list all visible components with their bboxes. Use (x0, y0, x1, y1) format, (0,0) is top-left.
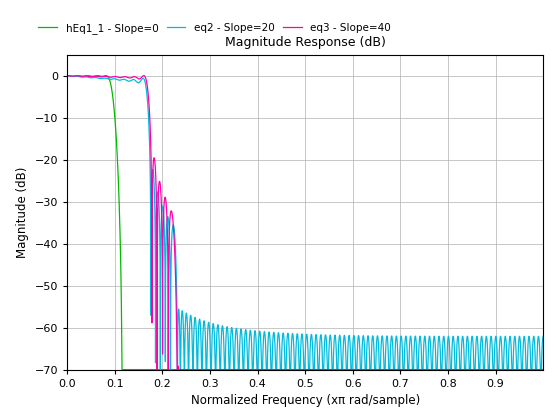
Line: eq2 - Slope=20: eq2 - Slope=20 (67, 76, 543, 370)
hEq1_1 - Slope=0 (207, 367, 213, 372)
X-axis label: Normalized Frequency (xπ rad/sample): Normalized Frequency (xπ rad/sample) (190, 394, 420, 407)
eq2 - Slope=20 (317, 334, 324, 339)
eq3 - Slope=40 (317, 367, 324, 372)
eq3 - Slope=40 (141, 73, 147, 78)
eq3 - Slope=40 (470, 367, 477, 372)
hEq1_1 - Slope=0 (258, 367, 265, 372)
hEq1_1 - Slope=0 (317, 367, 324, 372)
Title: Magnitude Response (dB): Magnitude Response (dB) (225, 36, 386, 49)
eq2 - Slope=20 (408, 334, 414, 339)
eq3 - Slope=40 (408, 367, 414, 372)
hEq1_1 - Slope=0 (85, 73, 91, 78)
Legend: hEq1_1 - Slope=0, eq2 - Slope=20, eq3 - Slope=40: hEq1_1 - Slope=0, eq2 - Slope=20, eq3 - … (34, 19, 395, 38)
eq3 - Slope=40 (540, 367, 547, 372)
eq2 - Slope=20 (207, 339, 213, 344)
eq2 - Slope=20 (157, 367, 164, 372)
eq3 - Slope=40 (258, 367, 265, 372)
eq2 - Slope=20 (64, 73, 71, 78)
eq2 - Slope=20 (540, 334, 547, 339)
Line: eq3 - Slope=40: eq3 - Slope=40 (67, 76, 543, 370)
eq2 - Slope=20 (470, 364, 477, 369)
Y-axis label: Magnitude (dB): Magnitude (dB) (16, 166, 29, 258)
Line: hEq1_1 - Slope=0: hEq1_1 - Slope=0 (67, 76, 543, 370)
hEq1_1 - Slope=0 (540, 367, 547, 372)
hEq1_1 - Slope=0 (470, 367, 477, 372)
eq3 - Slope=40 (64, 73, 71, 78)
eq2 - Slope=20 (258, 357, 265, 362)
eq3 - Slope=40 (154, 367, 161, 372)
eq3 - Slope=40 (262, 367, 269, 372)
eq3 - Slope=40 (207, 367, 213, 372)
hEq1_1 - Slope=0 (408, 367, 414, 372)
hEq1_1 - Slope=0 (262, 367, 269, 372)
hEq1_1 - Slope=0 (64, 73, 71, 78)
hEq1_1 - Slope=0 (119, 367, 125, 372)
eq2 - Slope=20 (262, 337, 269, 342)
